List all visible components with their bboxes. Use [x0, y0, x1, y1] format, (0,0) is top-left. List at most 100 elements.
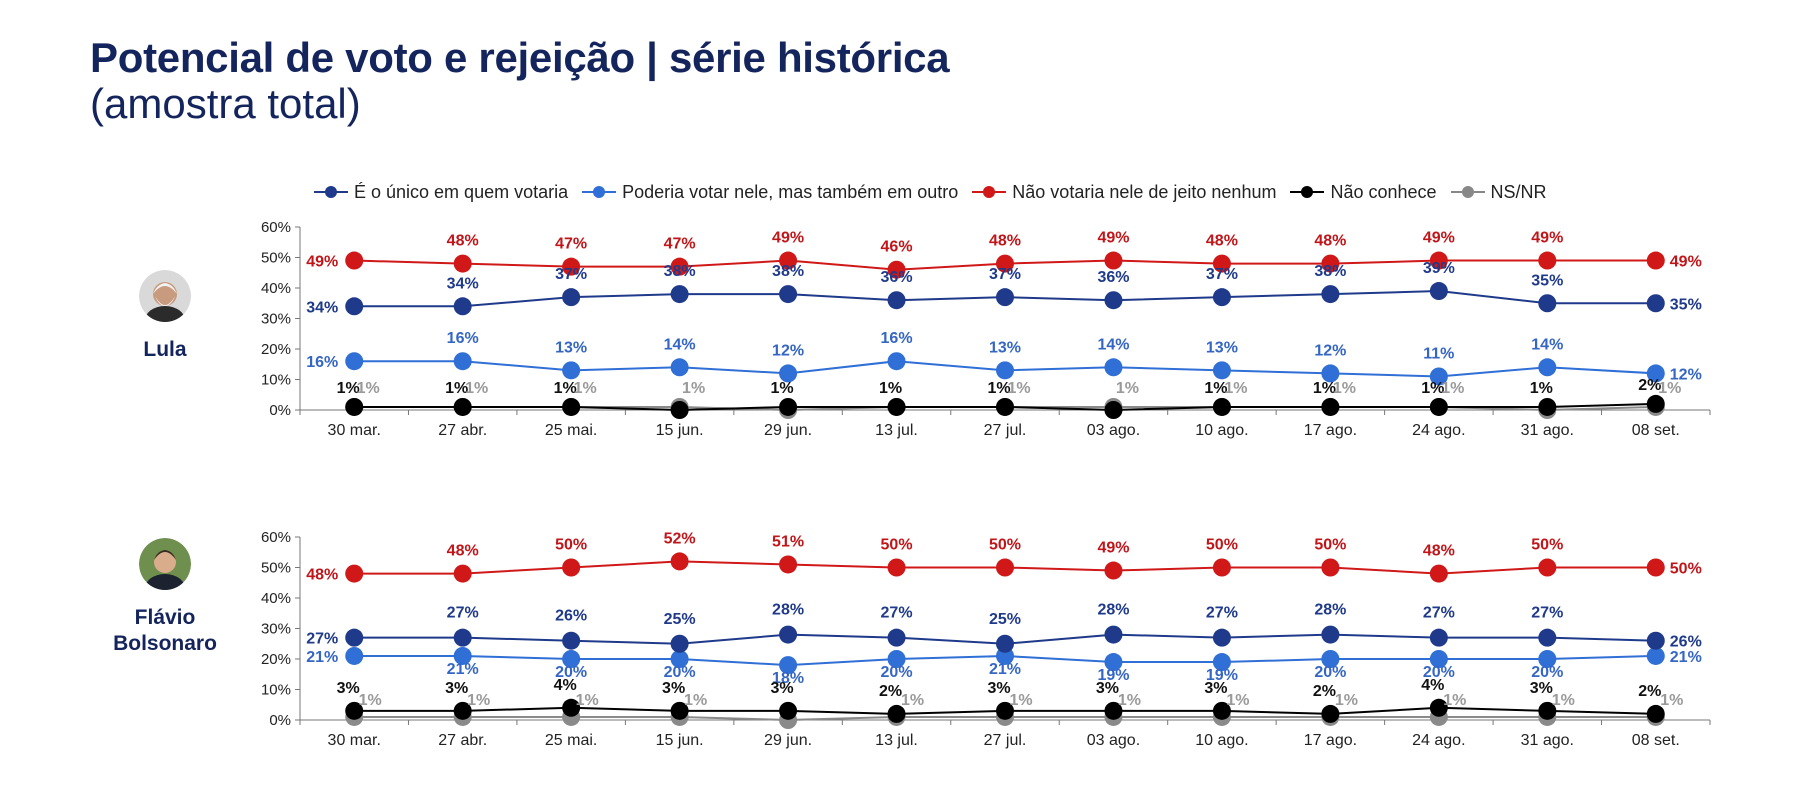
legend-label: É o único em quem votaria — [354, 181, 569, 202]
data-label: 21% — [447, 661, 479, 678]
data-label: 2% — [1313, 683, 1336, 700]
data-point — [1646, 364, 1665, 383]
data-label: 4% — [554, 677, 577, 694]
data-point — [887, 352, 906, 371]
data-point — [1429, 628, 1448, 647]
data-label: 48% — [306, 567, 338, 584]
data-point — [1104, 358, 1123, 377]
data-label: 13% — [1206, 339, 1238, 356]
data-label: 1% — [682, 380, 705, 397]
x-tick-label: 15 jun. — [656, 422, 704, 439]
data-label: 2% — [879, 683, 902, 700]
data-label: 1% — [1204, 380, 1227, 397]
data-point — [453, 352, 472, 371]
data-label: 1% — [1421, 380, 1444, 397]
data-point — [1538, 294, 1557, 313]
data-point — [345, 564, 364, 583]
data-point — [887, 704, 906, 723]
x-tick-label: 30 mar. — [328, 422, 381, 439]
data-point — [1321, 650, 1340, 668]
data-point — [996, 288, 1014, 307]
data-point — [345, 701, 364, 720]
x-tick-label: 27 abr. — [438, 422, 487, 439]
data-point — [1429, 282, 1448, 301]
data-point — [670, 634, 689, 653]
data-label: 36% — [881, 269, 913, 286]
data-label: 3% — [445, 680, 468, 697]
candidate-lula: Lula — [120, 270, 210, 363]
data-point — [1212, 701, 1231, 720]
data-point — [1429, 251, 1448, 270]
data-label: 19% — [1206, 667, 1238, 684]
data-label: 1% — [1552, 692, 1575, 709]
data-label: 47% — [664, 236, 696, 253]
data-label: 1% — [445, 380, 468, 397]
data-label: 38% — [772, 263, 804, 280]
data-point — [1646, 704, 1665, 723]
data-point — [562, 698, 581, 717]
y-tick-label: 20% — [261, 341, 291, 358]
data-label: 34% — [306, 299, 338, 316]
data-point — [1104, 251, 1123, 270]
data-label: 50% — [989, 537, 1021, 554]
data-label: 12% — [1670, 366, 1702, 383]
data-label: 1% — [1224, 380, 1247, 397]
legend-label: NS/NR — [1490, 181, 1547, 202]
data-label: 27% — [881, 605, 913, 622]
data-point — [453, 297, 472, 316]
data-point — [1321, 397, 1340, 416]
candidate-flavio: Flávio Bolsonaro — [90, 538, 240, 657]
data-point — [1321, 254, 1340, 273]
data-label: 20% — [555, 664, 587, 681]
data-label: 27% — [1206, 605, 1238, 622]
data-point — [1429, 650, 1448, 668]
data-label: 27% — [1423, 605, 1455, 622]
data-point — [1104, 701, 1123, 720]
lula-line-chart: 0% 10% 20% 30% 40% 50% 60% 30 mar. 27 abr. 25 mai… — [261, 219, 1711, 439]
candidate-name-line2: Bolsonaro — [113, 632, 217, 655]
data-point — [562, 397, 581, 416]
data-point — [1321, 558, 1340, 577]
data-point — [345, 628, 364, 647]
data-label: 1% — [771, 380, 794, 397]
legend-marker-icon — [972, 186, 1007, 198]
data-point — [887, 397, 906, 416]
legend-dot — [325, 186, 337, 198]
data-label: 13% — [555, 339, 587, 356]
data-point — [562, 558, 581, 577]
legend-item: NS/NR — [1450, 181, 1547, 203]
data-label: 1% — [574, 380, 597, 397]
data-point — [779, 701, 798, 720]
data-label: 16% — [447, 330, 479, 347]
page-title: Potencial de voto e rejeição | série his… — [90, 34, 950, 81]
avatar-face — [154, 551, 176, 573]
data-point — [996, 634, 1014, 653]
data-label: 2% — [1638, 683, 1661, 700]
legend-dot — [593, 186, 606, 198]
y-tick-label: 10% — [261, 372, 291, 389]
legend-label: Não conhece — [1330, 181, 1437, 202]
data-label: 28% — [772, 602, 804, 619]
x-tick-label: 03 ago. — [1087, 422, 1140, 439]
data-point — [670, 257, 689, 276]
data-point — [1538, 650, 1557, 668]
data-point — [1321, 625, 1340, 644]
data-label: 4% — [1421, 677, 1444, 694]
x-tick-label: 17 ago. — [1304, 732, 1357, 749]
data-point — [1212, 288, 1231, 307]
data-point — [1538, 397, 1557, 416]
data-point — [996, 701, 1014, 720]
y-tick-label: 20% — [261, 651, 291, 668]
y-tick-label: 10% — [261, 682, 291, 699]
data-label: 27% — [306, 631, 338, 648]
data-label: 3% — [987, 680, 1010, 697]
data-point — [1104, 625, 1123, 644]
data-label: 48% — [989, 233, 1021, 250]
legend-marker-icon — [582, 186, 617, 198]
data-point — [345, 297, 364, 316]
data-point — [1212, 397, 1231, 416]
data-label: 1% — [1441, 380, 1464, 397]
data-point — [996, 558, 1014, 577]
data-point — [453, 628, 472, 647]
data-point — [453, 701, 472, 720]
